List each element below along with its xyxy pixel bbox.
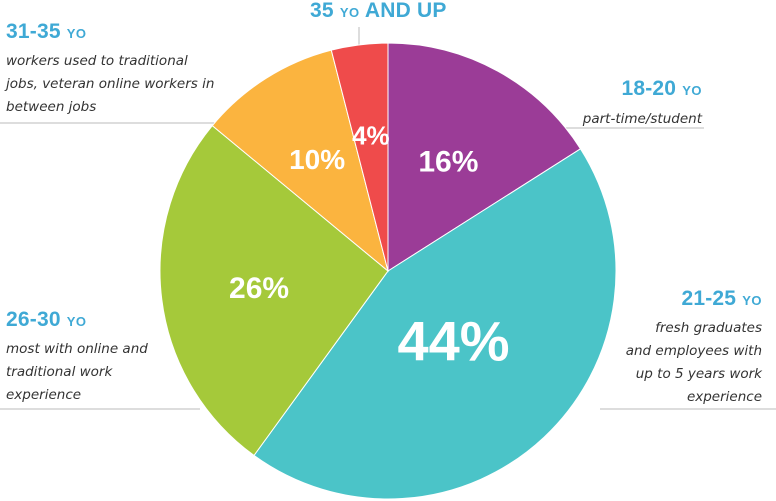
pie-label-16: 16%: [418, 146, 478, 179]
pie-slice-10: [211, 49, 389, 273]
age-18-20: 18-20: [621, 77, 677, 100]
yo-18-20: YO: [682, 83, 702, 98]
desc-31-35-line: jobs, veteran online workers in: [6, 76, 215, 92]
label-35-and-up: 35 YO AND UP: [310, 0, 447, 25]
yo-21-25: YO: [742, 293, 762, 308]
label-21-25: 21-25 YO fresh graduates and employees w…: [626, 287, 762, 409]
desc-21-25-line: fresh graduates: [655, 320, 762, 336]
pie-label-44: 44%: [398, 309, 510, 372]
age-26-30: 26-30: [6, 308, 61, 331]
pie-slice-44: [253, 148, 617, 500]
age-31-35: 31-35: [6, 20, 61, 43]
and-up-text: AND UP: [364, 0, 447, 22]
pie-slice-4: [330, 42, 389, 272]
age-35: 35: [310, 0, 334, 22]
pie-slice-26: [159, 124, 389, 457]
pie-label-10: 10%: [289, 144, 345, 175]
desc-26-30-line: most with online and: [6, 341, 148, 357]
yo-26-30: YO: [66, 314, 87, 329]
yo-35: YO: [339, 5, 360, 20]
desc-18-20-line: part-time/student: [582, 111, 702, 127]
pie-percent-labels: 16% 44% 26% 10%4%: [229, 120, 510, 372]
desc-21-25-line: and employees with: [625, 343, 762, 359]
desc-21-25-line: up to 5 years work: [635, 366, 762, 382]
label-18-20: 18-20 YO part-time/student: [583, 77, 702, 131]
pie-slices: [159, 42, 617, 500]
pie-label-4: 4%: [352, 120, 390, 150]
desc-26-30-line: experience: [6, 387, 82, 403]
label-31-35: 31-35 YO workers used to traditional job…: [6, 20, 214, 119]
desc-21-25-line: experience: [686, 389, 762, 405]
desc-26-30-line: traditional work: [6, 364, 113, 380]
pie-slice-16: [387, 42, 582, 272]
leader-lines: [0, 27, 776, 410]
pie-label-26: 26%: [229, 272, 289, 305]
label-26-30: 26-30 YO most with online and traditiona…: [6, 308, 148, 407]
desc-31-35-line: workers used to traditional: [6, 53, 188, 69]
desc-31-35-line: between jobs: [6, 99, 97, 115]
yo-31-35: YO: [66, 26, 87, 41]
age-21-25: 21-25: [681, 287, 737, 310]
